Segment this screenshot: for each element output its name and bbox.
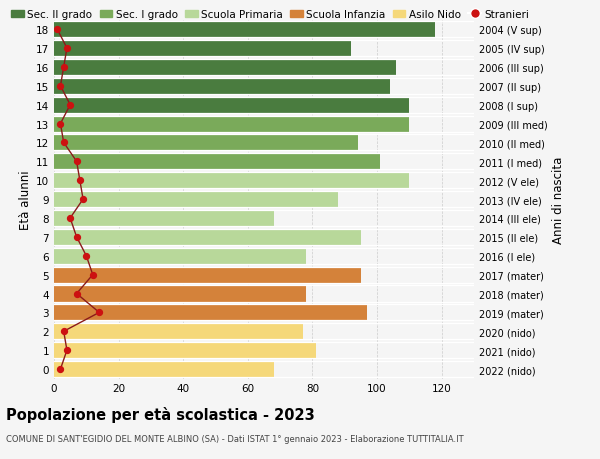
Point (59, 64, 68, 72)
Point (62, 347, 72, 354)
Point (52, 27, 62, 34)
Bar (54, 116, 409, 132)
Y-axis label: Anni di nascita: Anni di nascita (552, 156, 565, 243)
Legend: Sec. II grado, Sec. I grado, Scuola Primaria, Scuola Infanzia, Asilo Nido, Stran: Sec. II grado, Sec. I grado, Scuola Prim… (11, 10, 529, 20)
Point (72, 234, 82, 241)
Bar (54, 211, 274, 227)
Text: COMUNE DI SANT'EGIDIO DEL MONTE ALBINO (SA) - Dati ISTAT 1° gennaio 2023 - Elabo: COMUNE DI SANT'EGIDIO DEL MONTE ALBINO (… (6, 434, 464, 443)
Bar (54, 230, 361, 246)
Point (75, 177, 85, 185)
Text: Popolazione per età scolastica - 2023: Popolazione per età scolastica - 2023 (6, 406, 315, 422)
Bar (54, 41, 351, 57)
Point (88, 271, 98, 279)
Bar (54, 192, 338, 207)
Point (59, 328, 68, 335)
Bar (54, 324, 303, 340)
Y-axis label: Età alunni: Età alunni (19, 170, 32, 230)
Point (65, 102, 75, 109)
Bar (54, 22, 435, 38)
Bar (54, 305, 367, 321)
Point (72, 158, 82, 166)
Bar (54, 173, 409, 189)
Bar (54, 267, 361, 283)
Point (59, 140, 68, 147)
Bar (54, 342, 316, 358)
Point (94, 309, 104, 316)
Bar (54, 361, 274, 377)
Point (56, 121, 65, 128)
Point (65, 215, 75, 222)
Bar (54, 135, 358, 151)
Bar (54, 248, 306, 264)
Bar (54, 286, 306, 302)
Bar (54, 60, 397, 76)
Point (56, 365, 65, 373)
Point (56, 83, 65, 90)
Point (78, 196, 88, 203)
Point (62, 45, 72, 53)
Point (82, 252, 91, 260)
Bar (54, 78, 390, 95)
Bar (54, 97, 409, 113)
Point (72, 290, 82, 297)
Bar (54, 154, 380, 170)
